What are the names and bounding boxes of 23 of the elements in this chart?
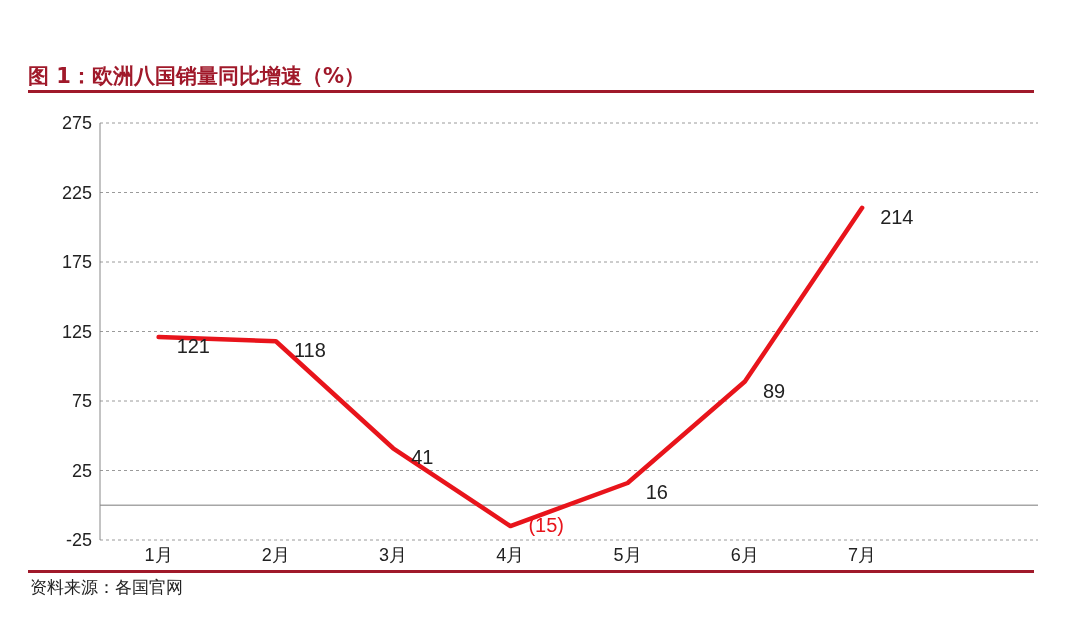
text: 118 [293,339,326,362]
x-tick-label: 6月 [730,544,759,565]
y-tick-label: 125 [61,321,92,342]
x-tick-label: 4月 [496,544,525,565]
text: 214 [880,205,914,228]
x-tick-label: 3月 [379,544,408,565]
text: 121 [176,335,210,358]
text: 41 [411,446,434,469]
y-tick-label: 225 [61,182,92,203]
chart-title: 图 1：欧洲八国销量同比增速（%） [28,63,365,90]
y-tick-label: 275 [61,113,92,134]
text: (15) [528,514,564,537]
x-tick-label: 7月 [848,544,877,565]
text: 资料来源：各国官网 [30,576,183,599]
y-tick-label: -25 [65,530,92,551]
x-tick-label: 5月 [613,544,642,565]
y-tick-label: 25 [71,460,92,481]
y-tick-label: 175 [61,252,92,273]
y-tick-label: 75 [71,391,92,412]
x-tick-label: 2月 [261,544,290,565]
x-tick-label: 1月 [144,544,173,565]
text: 16 [645,481,668,504]
text: 89 [762,379,786,402]
